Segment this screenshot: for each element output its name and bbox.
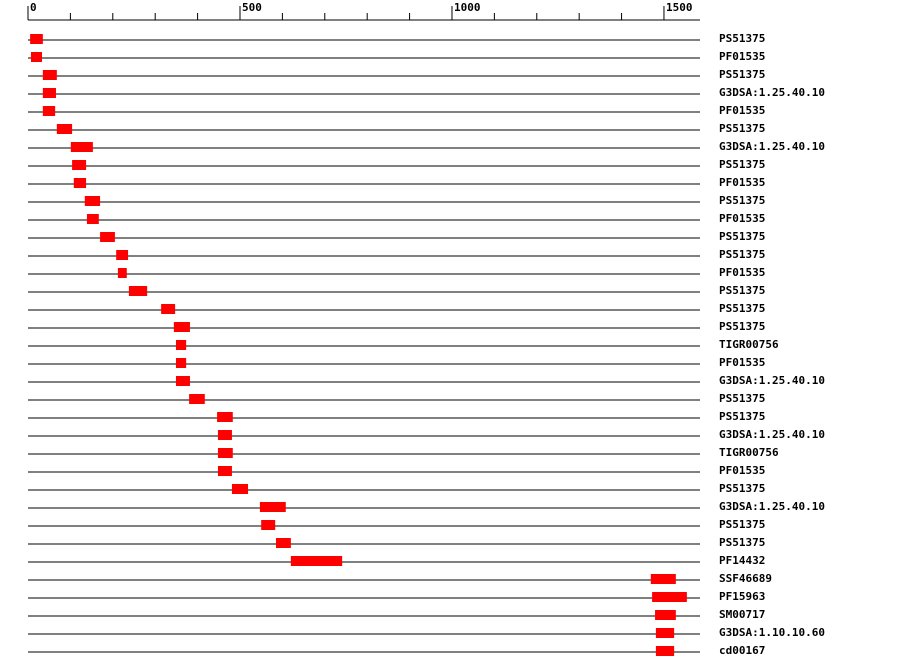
domain-bar <box>259 502 286 512</box>
row-label: G3DSA:1.25.40.10 <box>719 86 825 99</box>
domain-bar <box>30 34 43 44</box>
row-label: PF01535 <box>719 266 765 279</box>
row-label: PS51375 <box>719 302 765 315</box>
row-label: PS51375 <box>719 158 765 171</box>
row-label: PF01535 <box>719 212 765 225</box>
row-label: G3DSA:1.25.40.10 <box>719 140 825 153</box>
row-label: PF01535 <box>719 464 765 477</box>
domain-bar <box>652 592 687 602</box>
row-label: G3DSA:1.10.10.60 <box>719 626 825 639</box>
domain-bar <box>175 340 187 350</box>
domain-bar <box>290 556 343 566</box>
domain-bar <box>42 106 56 116</box>
domain-bar <box>175 358 187 368</box>
domain-bar <box>42 70 57 80</box>
row-label: PS51375 <box>719 410 765 423</box>
x-tick-label: 1500 <box>666 1 693 14</box>
row-label: PS51375 <box>719 32 765 45</box>
row-label: PS51375 <box>719 194 765 207</box>
domain-bar <box>189 394 205 404</box>
domain-bar <box>86 214 99 224</box>
domain-bar <box>217 412 233 422</box>
domain-bar <box>117 268 127 278</box>
domain-bar <box>231 484 249 494</box>
domain-bar <box>276 538 291 548</box>
x-tick-label: 1000 <box>454 1 481 14</box>
row-label: SSF46689 <box>719 572 772 585</box>
domain-bar <box>655 646 675 656</box>
domain-bar <box>655 610 676 620</box>
domain-bar <box>217 466 232 476</box>
row-label: G3DSA:1.25.40.10 <box>719 428 825 441</box>
domain-bar <box>56 124 73 134</box>
x-tick-label: 500 <box>242 1 262 14</box>
row-label: cd00167 <box>719 644 765 657</box>
domain-bar <box>42 88 56 98</box>
domain-bar <box>100 232 115 242</box>
domain-bar <box>655 628 675 638</box>
domain-bar <box>73 178 87 188</box>
row-label: TIGR00756 <box>719 446 779 459</box>
row-label: PF01535 <box>719 176 765 189</box>
row-label: PF14432 <box>719 554 765 567</box>
row-label: PF01535 <box>719 50 765 63</box>
row-label: PS51375 <box>719 536 765 549</box>
domain-bar <box>116 250 129 260</box>
row-label: PS51375 <box>719 392 765 405</box>
domain-bar <box>175 376 190 386</box>
domain-bar <box>173 322 190 332</box>
domain-bar <box>72 160 87 170</box>
domain-bar <box>217 448 233 458</box>
domain-bar <box>84 196 101 206</box>
row-label: PS51375 <box>719 230 765 243</box>
row-label: PS51375 <box>719 284 765 297</box>
domain-bar <box>30 52 42 62</box>
row-label: PF01535 <box>719 356 765 369</box>
row-label: PS51375 <box>719 320 765 333</box>
row-label: PS51375 <box>719 248 765 261</box>
row-label: PF01535 <box>719 104 765 117</box>
row-label: PS51375 <box>719 68 765 81</box>
row-label: PF15963 <box>719 590 765 603</box>
domain-bar <box>217 430 232 440</box>
row-label: SM00717 <box>719 608 765 621</box>
row-label: PS51375 <box>719 482 765 495</box>
row-label: PS51375 <box>719 122 765 135</box>
row-label: G3DSA:1.25.40.10 <box>719 500 825 513</box>
row-label: TIGR00756 <box>719 338 779 351</box>
row-label: G3DSA:1.25.40.10 <box>719 374 825 387</box>
row-label: PS51375 <box>719 518 765 531</box>
domain-bar <box>161 304 176 314</box>
x-tick-label: 0 <box>30 1 37 14</box>
domain-bar <box>261 520 276 530</box>
domain-bar <box>650 574 676 584</box>
domain-bar <box>128 286 148 296</box>
domain-bar <box>70 142 93 152</box>
